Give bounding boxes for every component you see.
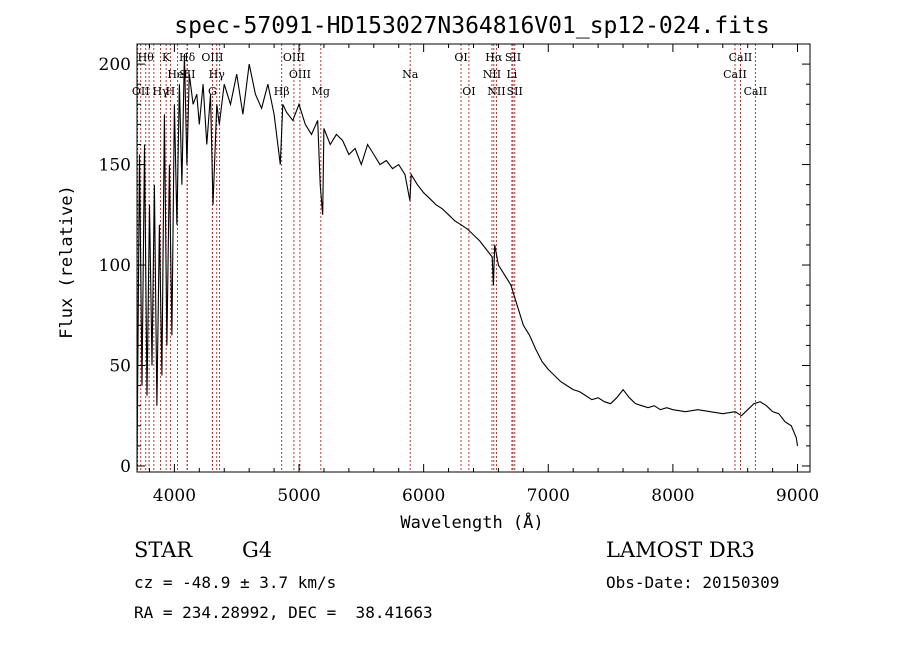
x-tick-label: 4000 bbox=[153, 486, 196, 506]
line-marker-label: Li bbox=[506, 68, 517, 81]
line-marker-label: SII bbox=[179, 68, 195, 81]
line-marker-label: OIII bbox=[201, 51, 223, 64]
object-class: STAR bbox=[134, 538, 193, 562]
y-tick-label: 150 bbox=[99, 156, 131, 176]
line-marker-label: Hα bbox=[485, 51, 503, 64]
x-tick-label: 9000 bbox=[776, 486, 819, 506]
x-axis-label: Wavelength (Å) bbox=[400, 511, 543, 533]
line-marker-label: SII bbox=[507, 85, 523, 98]
coordinates: RA = 234.28992, DEC = 38.41663 bbox=[134, 603, 433, 622]
y-tick-label: 100 bbox=[99, 256, 131, 276]
y-tick-label: 200 bbox=[99, 55, 131, 75]
line-marker-label: NII bbox=[483, 68, 501, 81]
x-tick-label: 7000 bbox=[527, 486, 570, 506]
line-marker-label: Mg bbox=[312, 85, 330, 98]
x-axis-ticks: 4000 5000 6000 7000 8000 9000 bbox=[148, 44, 819, 506]
y-axis-ticks: 0 50 100 150 200 bbox=[99, 55, 810, 477]
line-marker-label: OIII bbox=[289, 68, 311, 81]
x-tick-label: 6000 bbox=[402, 486, 445, 506]
y-axis-label: Flux (relative) bbox=[57, 185, 77, 339]
observation-date: Obs-Date: 20150309 bbox=[606, 573, 780, 592]
line-marker-label: OIII bbox=[283, 51, 305, 64]
line-marker-label: Hθ bbox=[138, 51, 155, 64]
line-marker-label: Hβ bbox=[274, 85, 290, 98]
line-marker-label: HeI bbox=[167, 68, 187, 81]
line-marker-labels: OIIHθHγKHHeIHδSIIOIIIGHγHβOIIIOIIIMgNaOI… bbox=[132, 51, 767, 98]
line-marker-label: NII bbox=[487, 85, 505, 98]
line-marker-label: CaII bbox=[729, 51, 753, 64]
line-marker-label: Hγ bbox=[209, 68, 226, 81]
x-tick-label: 5000 bbox=[277, 486, 320, 506]
chart-title: spec-57091-HD153027N364816V01_sp12-024.f… bbox=[174, 13, 769, 39]
line-marker-label: Hγ bbox=[152, 85, 169, 98]
y-tick-label: 50 bbox=[109, 357, 131, 377]
object-subclass: G4 bbox=[242, 538, 273, 562]
x-tick-label: 8000 bbox=[651, 486, 694, 506]
line-marker-label: Hδ bbox=[179, 51, 196, 64]
line-marker-label: K bbox=[162, 51, 171, 64]
line-marker-label: OII bbox=[132, 85, 150, 98]
line-marker-label: CaII bbox=[723, 68, 747, 81]
line-marker-label: H bbox=[166, 85, 176, 98]
line-marker-label: OI bbox=[454, 51, 467, 64]
survey-name: LAMOST DR3 bbox=[606, 538, 755, 562]
line-marker-label: G bbox=[208, 85, 217, 98]
line-markers bbox=[137, 44, 756, 472]
line-marker-label: CaII bbox=[744, 85, 768, 98]
y-tick-label: 0 bbox=[120, 457, 131, 477]
line-marker-label: OI bbox=[462, 85, 475, 98]
flux-series-line bbox=[136, 53, 799, 467]
plot-frame bbox=[136, 43, 811, 473]
line-marker-label: Na bbox=[402, 68, 419, 81]
line-marker-label: SII bbox=[505, 51, 521, 64]
redshift-velocity: cz = -48.9 ± 3.7 km/s bbox=[134, 573, 337, 592]
